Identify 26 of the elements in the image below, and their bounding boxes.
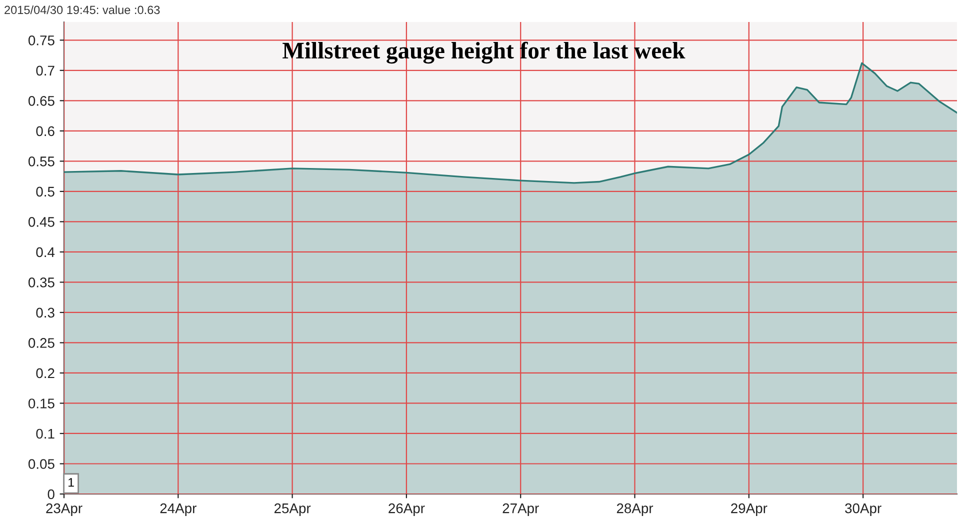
y-tick-label: 0.55 bbox=[28, 156, 54, 166]
y-tick-label: 0.35 bbox=[28, 278, 54, 288]
y-tick-label: 0.6 bbox=[36, 126, 54, 136]
x-tick-label: 28Apr bbox=[616, 503, 654, 516]
x-tick-label: 27Apr bbox=[502, 503, 539, 516]
x-tick-label: 23Apr bbox=[46, 503, 82, 516]
annotation: 1 bbox=[68, 478, 74, 487]
text: 2015/04/30 19:45: value :0.63 bbox=[4, 5, 160, 14]
y-tick-label: 0.05 bbox=[28, 459, 54, 469]
y-tick-label: 0.7 bbox=[36, 66, 54, 76]
y-tick-label: 0.65 bbox=[28, 96, 54, 106]
y-tick-label: 0.75 bbox=[28, 35, 54, 46]
x-tick-label: 26Apr bbox=[388, 503, 425, 516]
x-tick-label: 29Apr bbox=[731, 503, 768, 516]
y-tick-label: 0.4 bbox=[36, 247, 55, 258]
y-tick-label: 0.1 bbox=[36, 428, 54, 439]
y-tick-label: 0.2 bbox=[36, 368, 54, 378]
y-tick-label: 0.25 bbox=[28, 338, 54, 348]
y-tick-label: 0.5 bbox=[36, 186, 54, 197]
y-tick-label: 0.45 bbox=[28, 217, 54, 227]
x-tick-label: 30Apr bbox=[845, 503, 882, 516]
y-tick-label: 0.3 bbox=[36, 308, 54, 318]
x-tick-label: 24Apr bbox=[160, 503, 196, 516]
x-tick-label: 25Apr bbox=[274, 503, 311, 516]
y-tick-label: 0.15 bbox=[28, 398, 54, 408]
y-tick-label: 0 bbox=[48, 489, 54, 500]
